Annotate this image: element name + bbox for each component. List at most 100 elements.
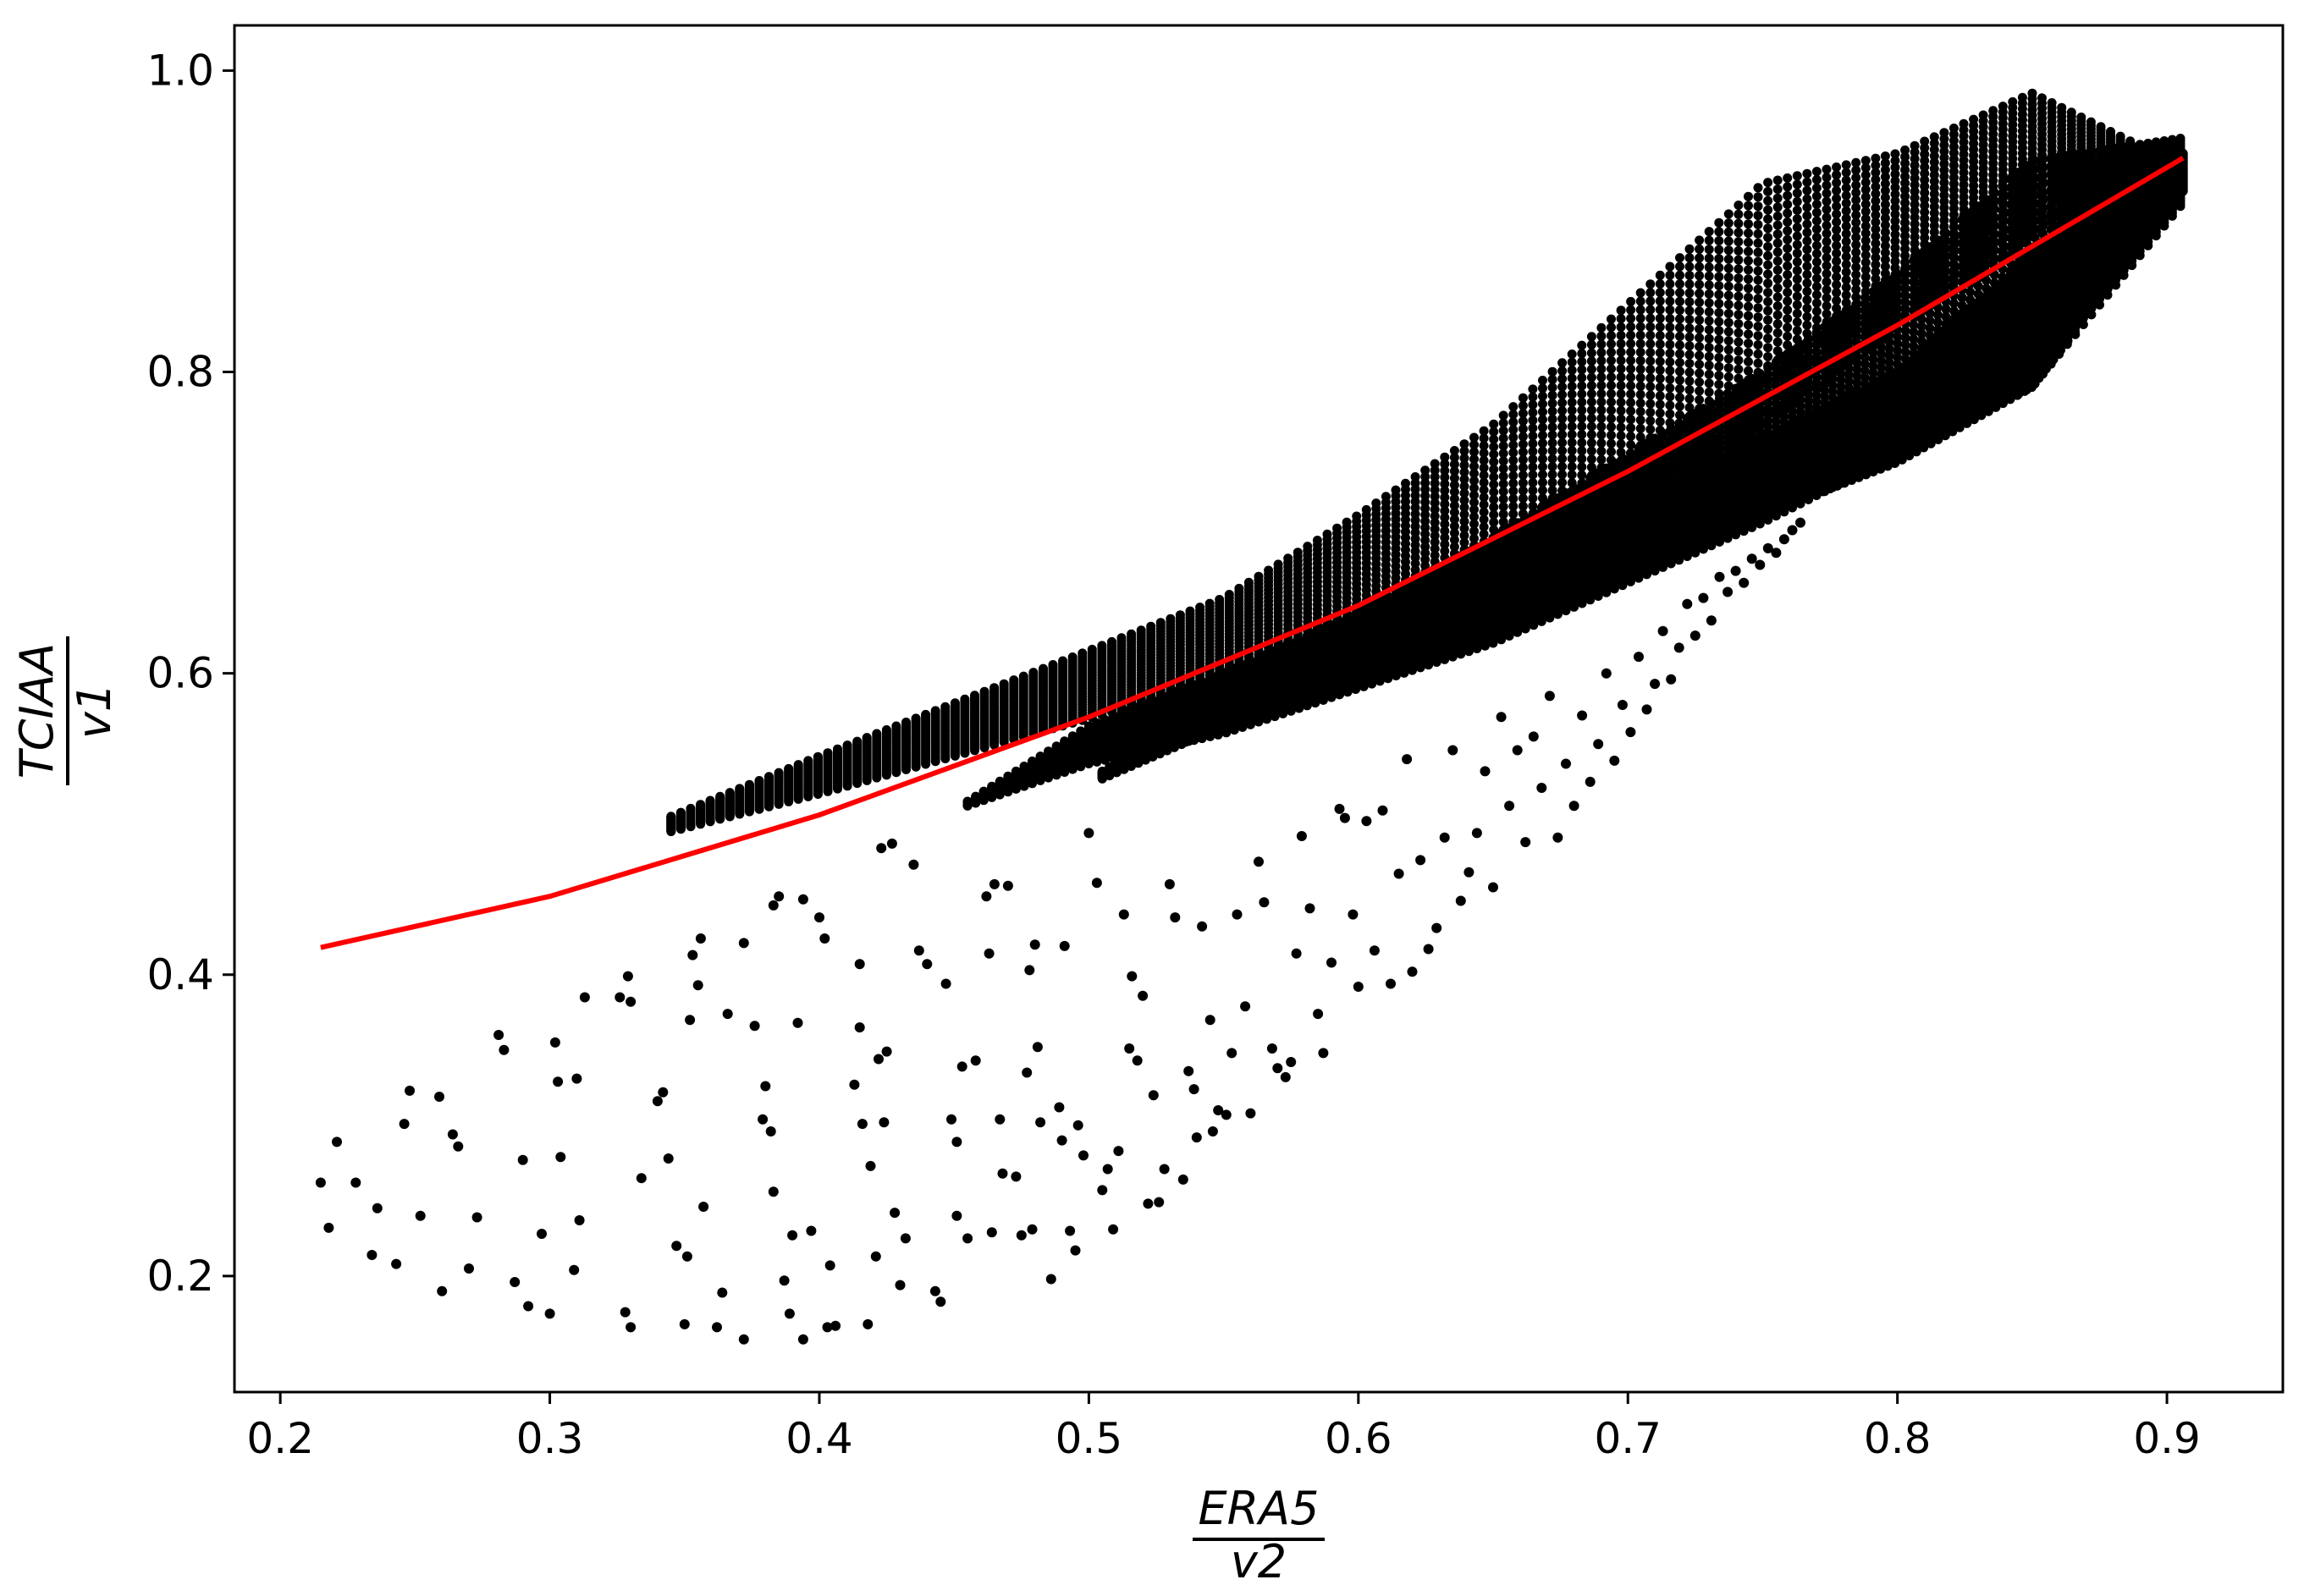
band-point (940, 702, 951, 712)
band-point (1684, 341, 1695, 351)
band-point (1704, 369, 1714, 379)
band-point (1734, 291, 1744, 301)
band-point (1596, 388, 1607, 399)
band-point (1607, 422, 1616, 432)
band-point (1567, 398, 1577, 407)
band-point (1645, 407, 1656, 417)
band-point (1607, 364, 1616, 374)
band-point (1753, 331, 1763, 341)
band-point (1802, 303, 1812, 313)
band-point (1352, 511, 1362, 521)
band-point (1811, 216, 1822, 226)
band-point (1792, 326, 1802, 336)
band-point (1655, 408, 1665, 418)
band-point (1185, 606, 1195, 616)
band-point (1665, 270, 1675, 280)
band-point (1704, 378, 1714, 388)
band-point (1675, 261, 1684, 272)
band-point (1704, 325, 1714, 335)
band-point (1802, 177, 1812, 187)
band-point (1772, 274, 1783, 284)
band-point (1586, 381, 1596, 391)
band-point (1753, 303, 1763, 313)
band-point (1714, 289, 1724, 300)
band-point (1783, 182, 1793, 192)
band-point (1695, 333, 1705, 343)
band-point (1092, 718, 1102, 728)
band-point (1616, 338, 1626, 349)
band-point (1753, 220, 1763, 229)
band-point (1695, 386, 1705, 396)
band-point (1763, 343, 1773, 353)
band-point (1100, 715, 1110, 724)
band-point (1655, 399, 1665, 410)
band-point (1998, 102, 2008, 112)
band-point (1704, 235, 1714, 245)
band-point (1234, 583, 1244, 593)
band-point (1822, 205, 1832, 214)
band-point (1645, 365, 1656, 375)
band-point (1695, 235, 1705, 245)
band-point (1577, 381, 1587, 391)
band-point (1704, 360, 1714, 371)
band-point (1714, 308, 1724, 317)
band-point (1734, 346, 1744, 356)
band-point (1734, 283, 1744, 292)
band-point (1430, 459, 1440, 469)
band-point (1744, 256, 1753, 266)
band-point (1744, 265, 1753, 275)
band-point (1645, 296, 1656, 306)
band-point (960, 694, 970, 704)
band-point (970, 691, 979, 701)
band-point (1626, 296, 1636, 306)
band-point (1312, 536, 1322, 545)
band-point (1547, 406, 1557, 416)
band-point (1645, 390, 1656, 400)
band-point (1792, 300, 1802, 310)
band-point (1802, 202, 1812, 212)
band-point (1763, 242, 1773, 251)
band-point (1763, 278, 1773, 289)
band-point (1469, 432, 1479, 443)
band-point (1753, 192, 1763, 202)
band-point (1146, 621, 1156, 631)
band-point (989, 683, 1000, 693)
band-point (1626, 338, 1636, 349)
band-point (1802, 194, 1812, 204)
band-point (1675, 375, 1684, 385)
band-point (1684, 297, 1695, 307)
band-point (1675, 340, 1684, 350)
band-point (1626, 322, 1636, 332)
band-point (852, 736, 863, 746)
band-point (995, 776, 1005, 786)
band-point (1586, 413, 1596, 423)
band-point (1822, 212, 1832, 223)
band-point (1616, 414, 1626, 424)
band-point (1557, 477, 1568, 487)
band-point (1978, 110, 1988, 120)
band-point (1763, 250, 1773, 261)
band-point (1410, 472, 1420, 482)
band-point (774, 768, 784, 778)
band-point (1547, 477, 1557, 487)
band-point (803, 756, 813, 766)
band-point (1607, 447, 1616, 457)
band-point (1391, 485, 1401, 495)
band-point (1792, 171, 1802, 181)
band-point (1802, 219, 1812, 229)
band-point (930, 706, 940, 716)
band-point (1763, 269, 1773, 279)
band-point (1811, 167, 1822, 177)
band-point (1744, 237, 1753, 247)
band-point (1704, 227, 1714, 237)
band-point (1675, 366, 1684, 377)
band-point (1772, 247, 1783, 257)
band-point (1596, 405, 1607, 416)
band-point (1714, 361, 1724, 371)
band-point (1635, 322, 1645, 332)
band-point (1704, 245, 1714, 255)
band-point (2096, 122, 2106, 132)
band-point (1753, 322, 1763, 332)
band-point (1783, 190, 1793, 201)
